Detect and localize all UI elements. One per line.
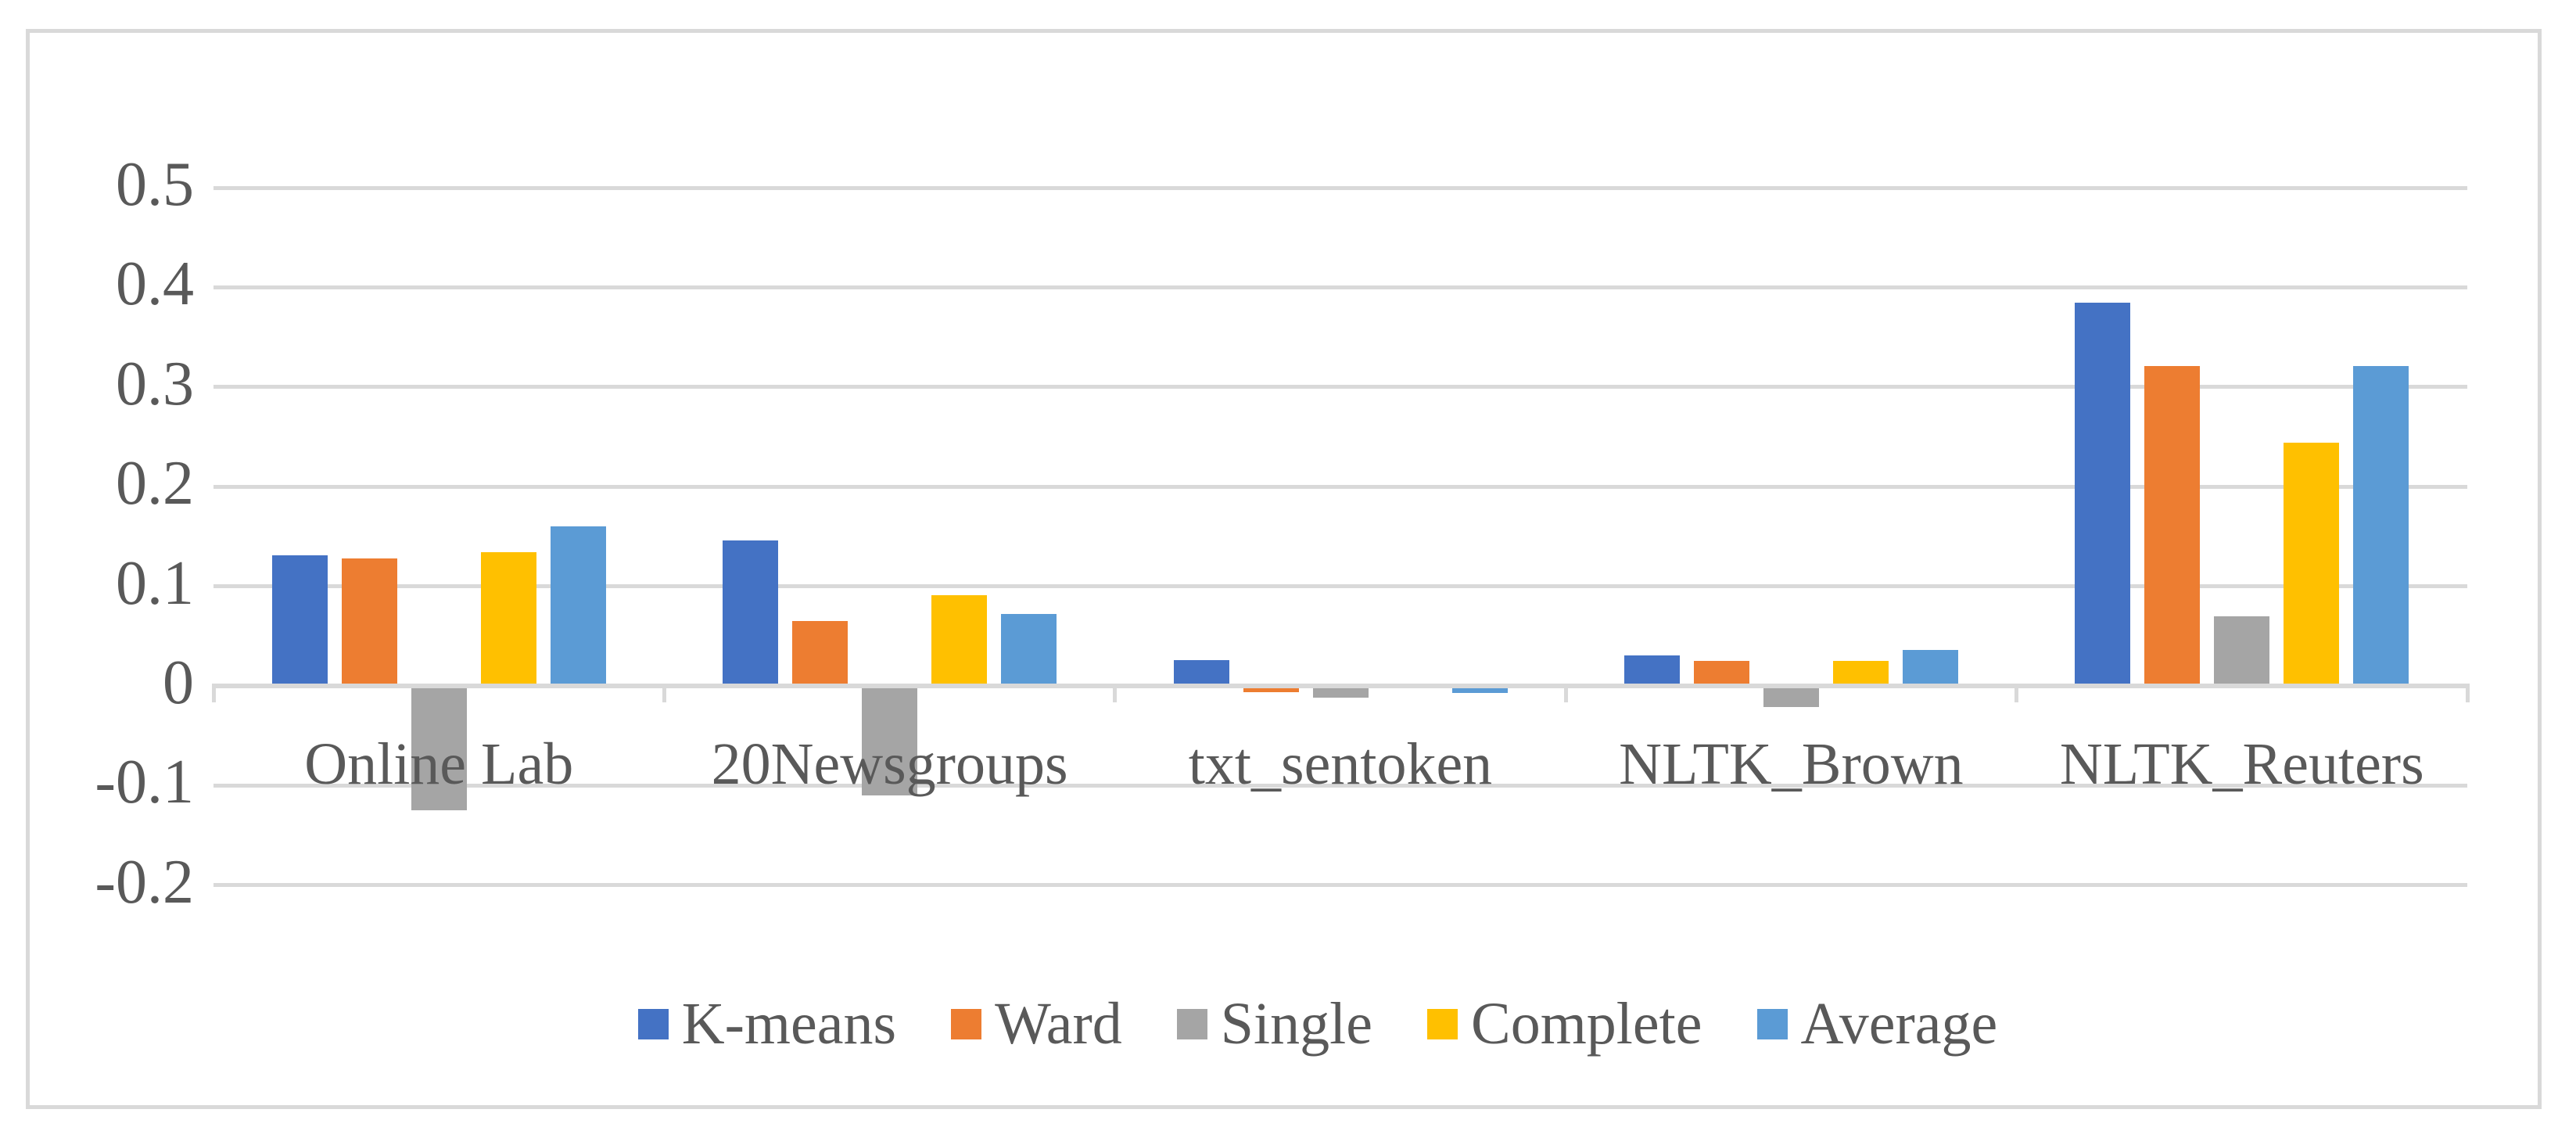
axis-tick [1113,684,1118,702]
bar-single-20newsgroups [862,686,918,796]
axis-tick [662,684,666,702]
axis-tick [211,684,216,702]
y-axis-label: 0 [163,648,194,717]
axis-tick [2015,684,2019,702]
bar-average-txt-sentoken [1451,686,1508,693]
bar-average-online-lab [550,526,606,686]
legend-item-single: Single [1176,991,1372,1057]
legend-swatch-ward [951,1008,982,1039]
gridline [213,285,2467,289]
legend-label-complete: Complete [1471,991,1702,1057]
bar-complete-nltk-reuters [2284,443,2340,686]
bar-k-means-nltk-reuters [2075,302,2131,686]
x-axis-label: NLTK_Reuters [2059,731,2424,797]
y-axis-label: 0.3 [116,349,194,418]
gridline [213,484,2467,489]
axis-tick [1563,684,1568,702]
axis-tick [2465,684,2470,702]
bar-single-nltk-brown [1763,686,1819,707]
legend-swatch-complete [1427,1008,1458,1039]
legend-label-k-means: K-means [681,991,897,1057]
bar-complete-20newsgroups [931,595,988,686]
legend-label-average: Average [1800,991,1998,1057]
gridline [213,584,2467,589]
bar-ward-nltk-brown [1693,661,1749,686]
y-axis-label: -0.2 [95,847,194,917]
legend-item-ward: Ward [951,993,1122,1055]
bar-ward-nltk-reuters [2144,366,2201,686]
legend-swatch-average [1756,1008,1788,1039]
bar-single-nltk-reuters [2214,616,2270,686]
bar-average-20newsgroups [1001,614,1057,686]
bar-ward-online-lab [341,558,397,686]
legend-item-average: Average [1756,991,1998,1057]
x-axis-label: 20Newsgroups [711,731,1068,797]
bar-k-means-online-lab [271,555,328,686]
bar-average-nltk-brown [1902,650,1958,686]
legend-swatch-single [1176,1008,1207,1039]
plot-area: 0.5 0.4 0.3 0.2 0.1 0 -0.1 -0.2 Online Lab 20News… [30,33,2538,1105]
bar-single-txt-sentoken [1312,686,1369,698]
bar-complete-online-lab [480,552,536,686]
bar-single-online-lab [411,686,467,811]
bar-ward-20newsgroups [792,621,849,686]
bar-complete-nltk-brown [1832,661,1889,686]
legend-item-complete: Complete [1427,993,1702,1055]
y-axis-label: 0.5 [116,150,194,219]
x-axis-label: NLTK_Brown [1619,731,1964,797]
x-axis-line [213,684,2467,688]
bar-k-means-20newsgroups [723,540,779,686]
y-axis-label: 0.4 [116,249,194,319]
gridline [213,883,2467,888]
y-axis-label: 0.1 [116,548,194,618]
chart-figure: 0.5 0.4 0.3 0.2 0.1 0 -0.1 -0.2 Online Lab 20News… [26,29,2542,1109]
legend: K-means Ward Single Complete Average [30,993,2576,1055]
legend-item-k-means: K-means [637,991,897,1057]
bar-k-means-txt-sentoken [1173,659,1229,686]
x-axis-label: Online Lab [304,731,574,797]
legend-label-single: Single [1220,991,1372,1057]
legend-swatch-k-means [637,1008,669,1039]
gridline [213,185,2467,190]
bar-k-means-nltk-brown [1623,655,1680,686]
gridline [213,783,2467,788]
x-axis-label: txt_sentoken [1188,731,1493,797]
legend-label-ward: Ward [995,991,1122,1057]
bar-average-nltk-reuters [2353,366,2409,686]
bar-ward-txt-sentoken [1243,686,1299,692]
gridline [213,385,2467,390]
y-axis-label: 0.2 [116,449,194,519]
y-axis-label: -0.1 [95,748,194,817]
